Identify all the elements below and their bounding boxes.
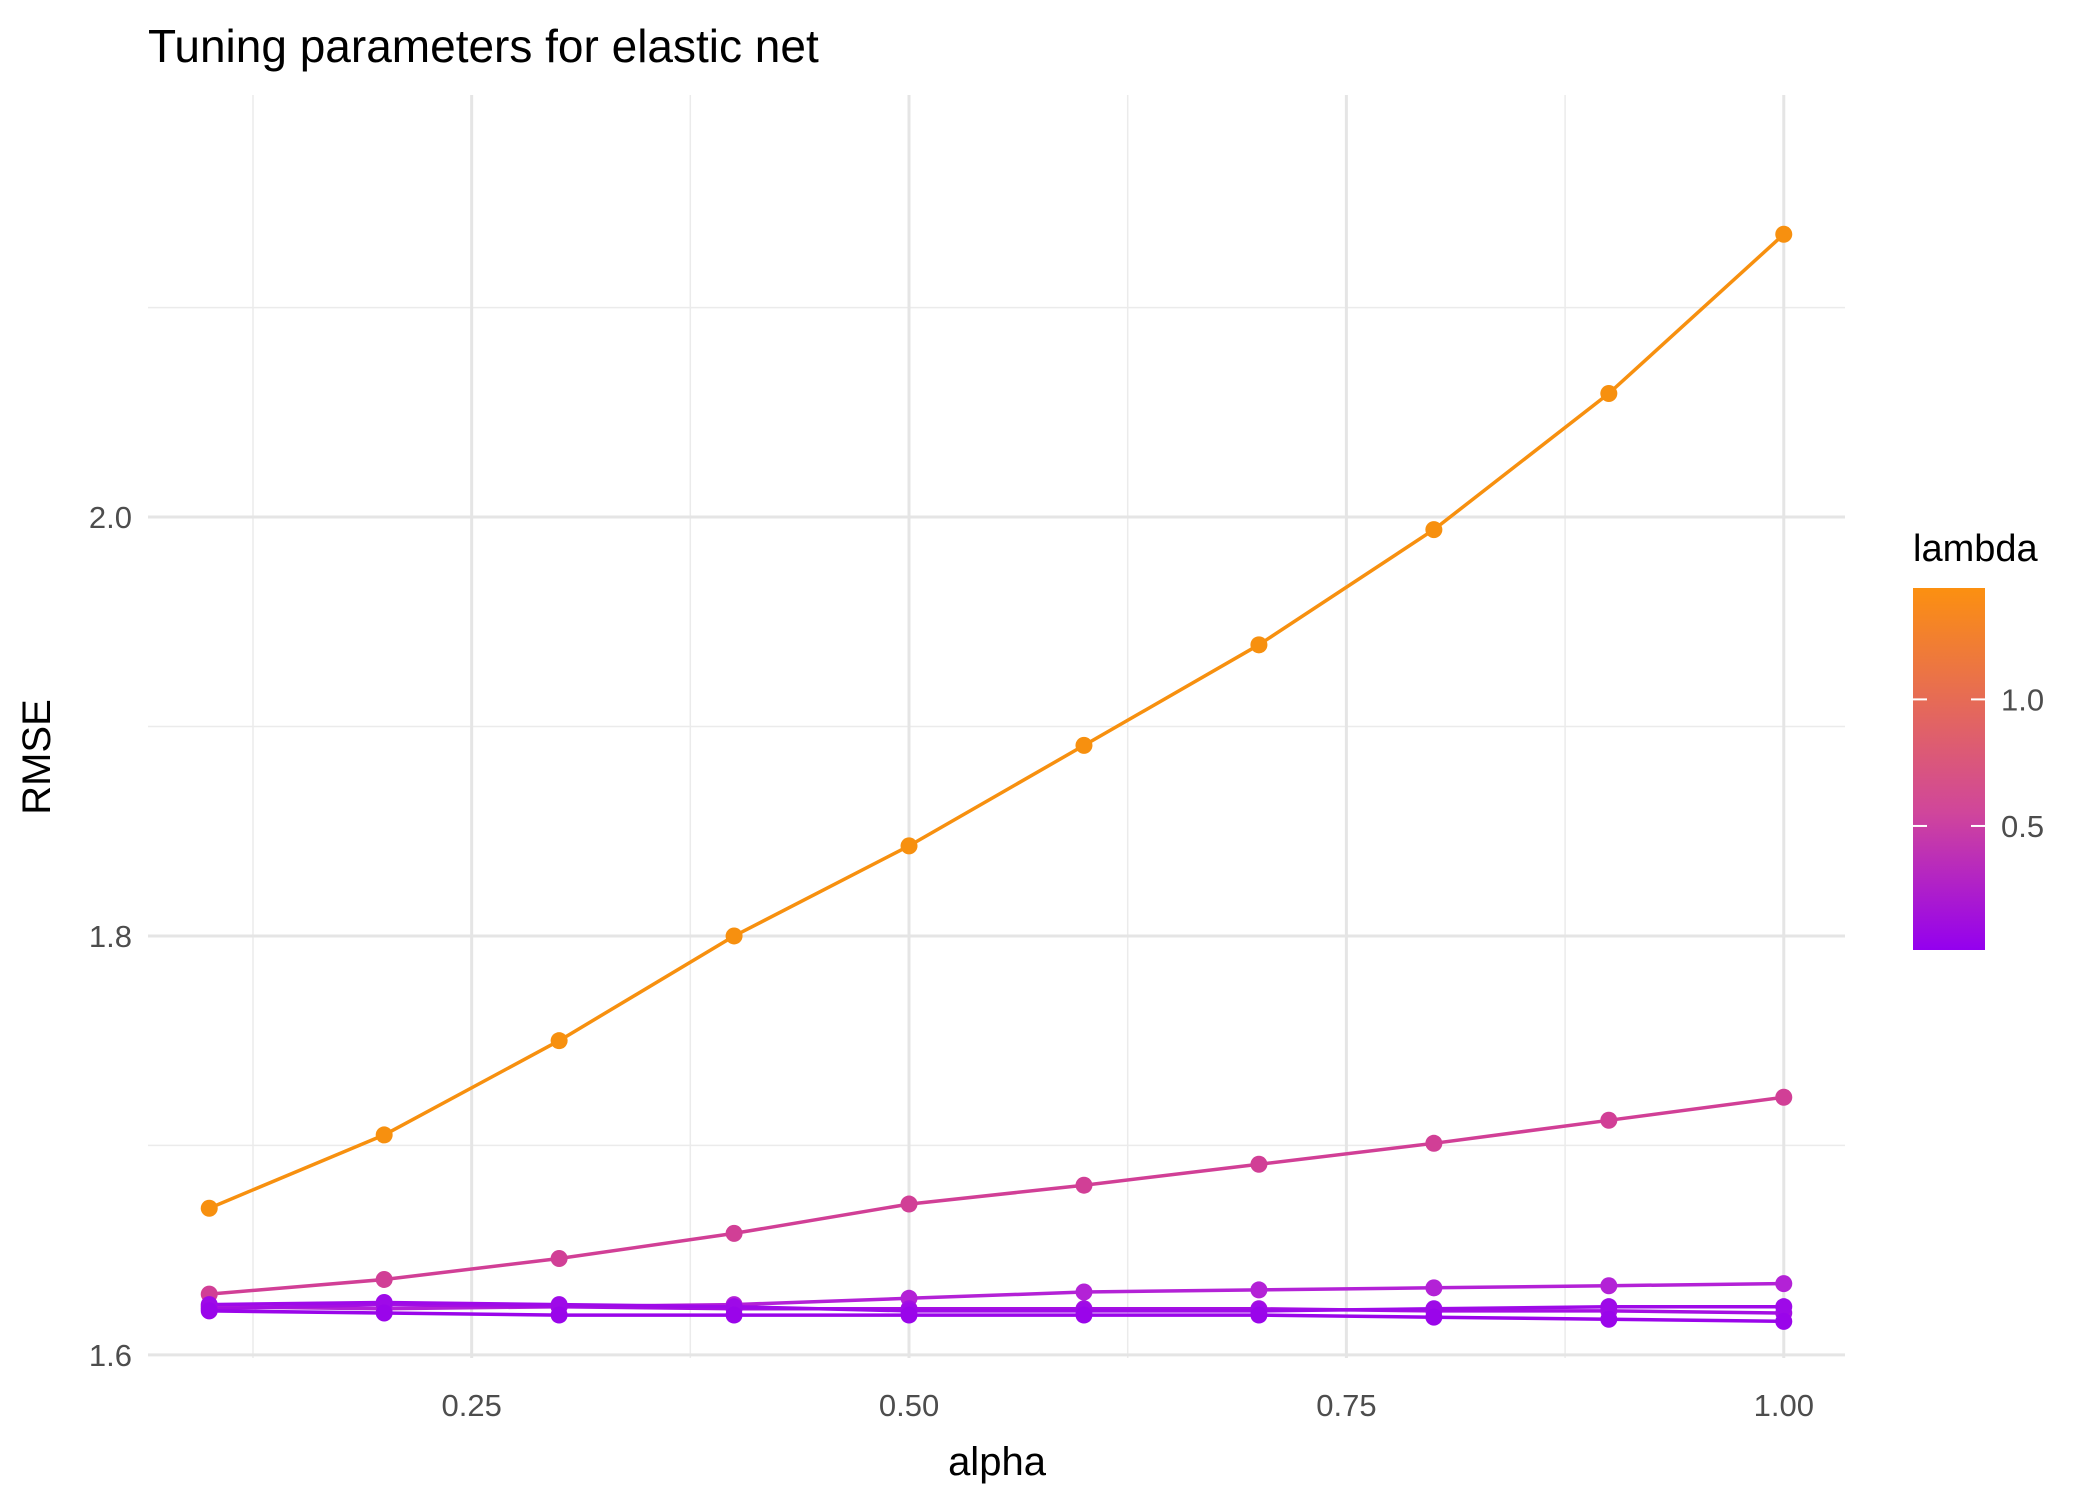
data-point bbox=[1075, 736, 1093, 754]
data-point bbox=[900, 837, 918, 855]
data-point bbox=[1775, 1275, 1793, 1293]
data-point bbox=[200, 1302, 218, 1320]
y-axis-title: RMSE bbox=[15, 699, 59, 815]
legend-title: lambda bbox=[1913, 528, 2038, 570]
series-line bbox=[209, 1095, 1785, 1296]
data-point bbox=[1250, 1281, 1268, 1299]
data-point bbox=[550, 1032, 568, 1050]
data-point bbox=[550, 1250, 568, 1268]
data-point bbox=[1600, 1310, 1618, 1328]
y-tick-label: 1.8 bbox=[89, 919, 132, 954]
data-point bbox=[725, 1306, 743, 1324]
data-point bbox=[1075, 1283, 1093, 1301]
data-point bbox=[1600, 1298, 1618, 1316]
data-point bbox=[1600, 384, 1618, 402]
x-tick-label: 1.00 bbox=[1754, 1388, 1814, 1423]
legend-ticks: 0.5 1.0 bbox=[1913, 682, 2044, 844]
series-line bbox=[209, 1281, 1784, 1311]
data-point bbox=[1250, 636, 1268, 654]
data-point bbox=[1075, 1176, 1093, 1194]
axis-layer: 0.25 0.50 0.75 1.00 1.6 1.8 2.0 bbox=[89, 500, 1814, 1423]
data-point bbox=[900, 1306, 918, 1324]
series-line bbox=[209, 1309, 1784, 1324]
data-point bbox=[1600, 1111, 1618, 1129]
x-axis-title: alpha bbox=[948, 1440, 1047, 1484]
data-point bbox=[550, 1306, 568, 1324]
legend-tick-label: 1.0 bbox=[2001, 682, 2044, 717]
y-tick-label: 2.0 bbox=[89, 500, 132, 535]
data-point bbox=[1775, 1088, 1793, 1106]
chart-title: Tuning parameters for elastic net bbox=[148, 20, 819, 72]
data-point bbox=[900, 1195, 918, 1213]
data-point bbox=[375, 1126, 393, 1144]
data-point bbox=[1075, 1306, 1093, 1324]
series-line bbox=[208, 233, 1785, 1210]
data-point bbox=[375, 1270, 393, 1288]
x-tick-label: 0.50 bbox=[879, 1388, 939, 1423]
data-point bbox=[1425, 1308, 1443, 1326]
data-point bbox=[1425, 1134, 1443, 1152]
y-tick-label: 1.6 bbox=[89, 1338, 132, 1373]
data-point bbox=[1425, 1279, 1443, 1297]
data-point bbox=[375, 1304, 393, 1322]
legend-tick-label: 0.5 bbox=[2001, 809, 2044, 844]
series-line bbox=[209, 1302, 1784, 1315]
series-line bbox=[209, 1300, 1784, 1313]
data-point bbox=[725, 1224, 743, 1242]
lambda-legend: lambda 0.5 1.0 bbox=[1913, 528, 2044, 950]
data-point bbox=[1250, 1306, 1268, 1324]
x-tick-label: 0.25 bbox=[441, 1388, 501, 1423]
data-point bbox=[200, 1199, 218, 1217]
data-point bbox=[1250, 1155, 1268, 1173]
data-point bbox=[1425, 521, 1443, 539]
data-point bbox=[1775, 225, 1793, 243]
x-tick-label: 0.75 bbox=[1316, 1388, 1376, 1423]
legend-colorbar bbox=[1913, 588, 1985, 950]
data-point bbox=[1600, 1277, 1618, 1295]
data-point bbox=[1775, 1298, 1793, 1316]
data-point bbox=[725, 927, 743, 945]
grid-layer bbox=[148, 95, 1845, 1358]
data-point bbox=[1775, 1312, 1793, 1330]
series-layer bbox=[200, 225, 1793, 1330]
